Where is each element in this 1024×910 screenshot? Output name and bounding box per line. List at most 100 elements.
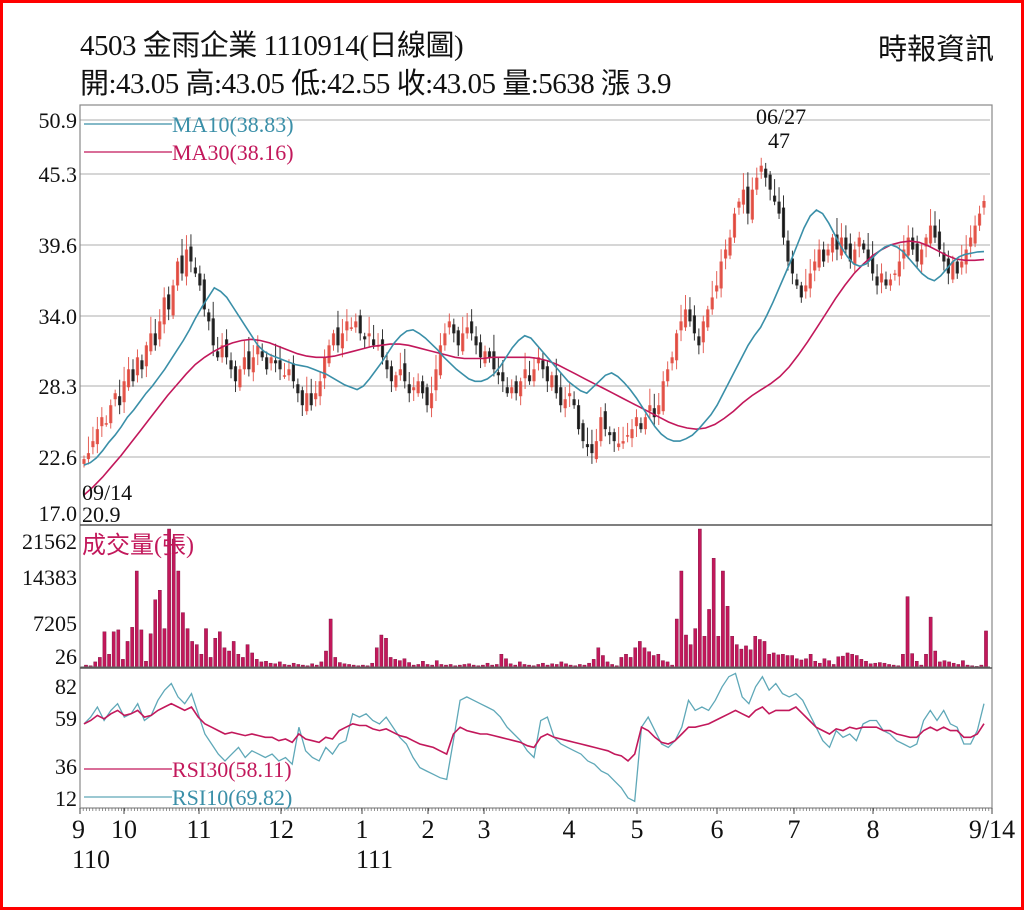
x-axis-month-label: 2 bbox=[422, 815, 435, 844]
volume-bar bbox=[278, 661, 282, 668]
candle-body bbox=[256, 345, 260, 355]
candle-body bbox=[977, 213, 982, 226]
volume-bar bbox=[711, 557, 716, 668]
candle-body bbox=[799, 285, 803, 298]
candle-body bbox=[478, 342, 483, 358]
volume-bar bbox=[818, 662, 822, 668]
rsi-axis-label: 12 bbox=[55, 786, 77, 811]
candle-body bbox=[599, 417, 603, 442]
rsi30-line bbox=[83, 702, 985, 762]
volume-bar bbox=[790, 655, 794, 668]
volume-bar bbox=[901, 653, 905, 668]
candle-body bbox=[300, 390, 304, 406]
candle-body bbox=[389, 366, 394, 382]
candle-body bbox=[643, 417, 647, 430]
candle-body bbox=[523, 369, 527, 379]
volume-bar bbox=[379, 634, 384, 668]
volume-bar bbox=[158, 589, 162, 668]
volume-bar bbox=[947, 661, 951, 668]
volume-bar bbox=[398, 660, 402, 668]
x-axis-month-label: 9 bbox=[72, 815, 85, 844]
candle-body bbox=[202, 279, 206, 310]
candle-body bbox=[871, 255, 875, 274]
candle-body bbox=[198, 273, 202, 286]
candle-body bbox=[296, 384, 300, 394]
volume-bar bbox=[402, 658, 407, 668]
candle-body bbox=[175, 261, 180, 286]
candle-body bbox=[265, 357, 269, 370]
candle-body bbox=[683, 309, 688, 328]
candle-body bbox=[496, 372, 500, 376]
candle-body bbox=[425, 387, 429, 406]
candle-body bbox=[893, 273, 897, 275]
volume-bar bbox=[144, 661, 148, 668]
volume-bar bbox=[748, 649, 753, 668]
candle-body bbox=[608, 432, 612, 436]
volume-bar bbox=[596, 647, 601, 668]
candle-body bbox=[830, 237, 835, 253]
candle-body bbox=[180, 255, 184, 274]
rsi30-legend-label: RSI30(58.11) bbox=[172, 757, 292, 782]
candle-body bbox=[937, 231, 942, 250]
volume-bar bbox=[859, 659, 864, 668]
x-axis-year-label: 110 bbox=[72, 845, 110, 874]
candle-body bbox=[429, 393, 434, 409]
source-label: 時報資訊 bbox=[877, 34, 994, 66]
volume-bar bbox=[116, 629, 121, 668]
volume-bar bbox=[674, 618, 679, 668]
volume-bar bbox=[707, 609, 711, 668]
candle-body bbox=[670, 357, 674, 364]
candle-body bbox=[95, 429, 99, 445]
candle-body bbox=[541, 360, 545, 370]
x-axis-month-label: 4 bbox=[563, 815, 576, 844]
volume-bar bbox=[324, 650, 328, 668]
rsi-axis-label: 59 bbox=[55, 706, 77, 731]
candle-body bbox=[412, 387, 416, 391]
candle-body bbox=[572, 399, 576, 406]
volume-bar bbox=[208, 657, 213, 668]
price-axis-label: 34.0 bbox=[39, 304, 78, 329]
candle-body bbox=[443, 333, 447, 346]
candle-body bbox=[875, 276, 879, 286]
volume-bar bbox=[716, 636, 721, 668]
volume-bar bbox=[421, 661, 425, 668]
volume-bar bbox=[222, 647, 227, 668]
candle-body bbox=[470, 321, 474, 334]
candle-body bbox=[331, 333, 336, 346]
candle-body bbox=[808, 273, 812, 289]
high-value-annotation: 47 bbox=[768, 128, 790, 153]
x-axis-year-label: 111 bbox=[356, 845, 393, 874]
price-axis-label: 50.9 bbox=[39, 108, 78, 133]
volume-bar bbox=[813, 661, 818, 668]
candle-body bbox=[790, 258, 795, 274]
candle-body bbox=[639, 423, 643, 430]
volume-bar bbox=[393, 659, 398, 668]
volume-bar bbox=[804, 658, 808, 668]
candle-body bbox=[777, 201, 781, 214]
volume-bar bbox=[753, 636, 758, 668]
candle-body bbox=[403, 363, 407, 382]
candle-body bbox=[144, 345, 148, 367]
candle-body bbox=[131, 369, 135, 382]
volume-bar bbox=[841, 655, 845, 668]
volume-bar bbox=[264, 661, 268, 668]
volume-bar bbox=[771, 652, 776, 668]
volume-bar bbox=[370, 662, 374, 668]
volume-axis-label: 7205 bbox=[33, 611, 77, 636]
candle-body bbox=[483, 351, 487, 364]
candle-body bbox=[835, 234, 839, 250]
candle-body bbox=[140, 360, 144, 370]
candle-body bbox=[385, 360, 389, 370]
candle-body bbox=[964, 249, 968, 265]
volume-bar bbox=[642, 647, 647, 668]
candle-body bbox=[273, 360, 278, 364]
candle-body bbox=[318, 381, 322, 397]
volume-bar bbox=[245, 644, 250, 668]
volume-bar bbox=[928, 616, 933, 668]
candle-body bbox=[220, 345, 224, 358]
candle-body bbox=[153, 333, 157, 346]
volume-bars bbox=[80, 528, 990, 668]
volume-axis-label: 14383 bbox=[22, 565, 77, 590]
candle-body bbox=[340, 333, 345, 349]
volume-bar bbox=[139, 629, 144, 668]
